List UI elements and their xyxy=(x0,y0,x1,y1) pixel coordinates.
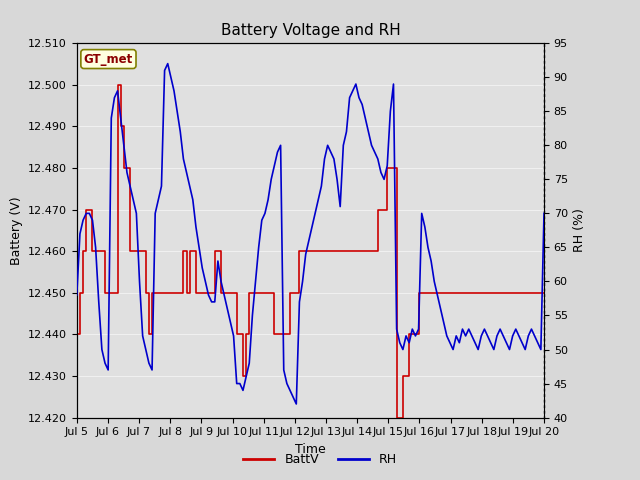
Legend: BattV, RH: BattV, RH xyxy=(238,448,402,471)
Y-axis label: Battery (V): Battery (V) xyxy=(10,196,22,264)
Title: Battery Voltage and RH: Battery Voltage and RH xyxy=(221,23,400,38)
X-axis label: Time: Time xyxy=(295,443,326,456)
Text: GT_met: GT_met xyxy=(84,53,133,66)
Y-axis label: RH (%): RH (%) xyxy=(573,208,586,252)
